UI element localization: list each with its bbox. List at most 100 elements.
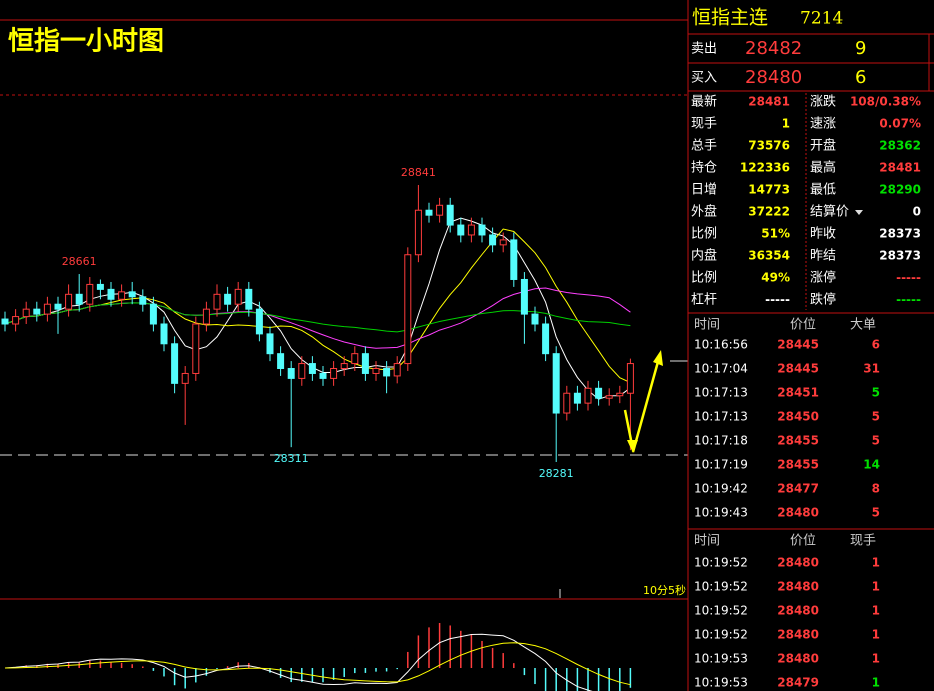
quote-panel: 卖出 28482 9 买入 28480 6 最新 28481 涨跌 108/0.38% 现手 1 速涨 0… [691,38,921,690]
candle-body [563,392,571,414]
stat-label: 杠杆 [691,292,717,308]
trade-price: 28480 [777,506,819,520]
candle-body [478,224,486,236]
candle-body [616,392,624,397]
candle-body [118,291,126,300]
candle-body [436,204,444,216]
candle-body [319,372,327,379]
stat-label: 昨收 [810,227,836,242]
stat-label: 最新 [691,94,717,110]
dropdown-icon[interactable] [855,210,863,215]
candle-body [531,313,539,325]
candle-body [393,363,401,377]
trade-price: 28480 [777,652,819,666]
column-header: 时间 [694,318,720,333]
candle-body [192,323,200,374]
stat-label: 比例 [691,227,717,242]
candle-body [605,395,613,399]
stat-value: 0 [913,205,921,219]
order-label: 买入 [691,71,717,86]
candle-body [510,239,518,280]
stat-value: 28373 [879,249,921,263]
macd-line [4,642,631,686]
candle-body [139,296,147,305]
trade-volume: 5 [872,434,880,448]
stat-label: 总手 [691,139,717,154]
candle-body [584,387,592,404]
candle-body [75,293,83,305]
trade-time: 10:17:13 [694,386,748,400]
trade-time: 10:19:52 [694,628,748,642]
stat-value: 0.07% [879,117,921,131]
candle-body [340,363,348,370]
column-header: 时间 [694,534,720,549]
trade-time: 10:16:56 [694,338,748,352]
candle-body [1,318,9,325]
stat-value: 73576 [748,139,790,153]
symbol-code: 7214 [800,9,843,29]
candle-body [277,353,285,370]
candle-body [361,353,369,374]
trade-price: 28480 [777,556,819,570]
trade-volume: 5 [872,410,880,424]
stat-label: 开盘 [810,138,836,154]
stat-label: 涨停 [810,270,836,286]
trade-time: 10:17:13 [694,410,748,424]
plot [1,185,634,691]
candle-body [542,323,550,355]
stat-value: 108/0.38% [850,95,921,109]
stat-value: 49% [761,271,790,285]
column-header: 现手 [850,534,876,549]
candle-body [234,288,242,305]
trade-price: 28451 [777,386,819,400]
stat-value: 28362 [879,139,921,153]
candle-body [43,303,51,315]
low-label: 28281 [539,467,574,480]
candle-body [96,283,104,290]
candle-body [86,283,94,305]
trade-price: 28445 [777,338,819,352]
trade-price: 28455 [777,458,819,472]
trade-volume: 14 [863,458,880,472]
arrow [631,357,661,453]
candle-body [213,293,221,310]
candle-body [245,288,253,310]
stat-value: 51% [761,227,790,241]
trade-price: 28480 [777,628,819,642]
candle-body [425,209,433,216]
candle-body [626,363,634,394]
candle-body [149,303,157,325]
stat-value: 28481 [879,161,921,175]
candle-body [372,368,380,374]
candle-body [54,303,62,310]
stat-value: 28290 [879,183,921,197]
candle-body [467,224,475,236]
candle-body [383,368,391,377]
trade-time: 10:17:18 [694,434,748,448]
candle-body [351,353,359,365]
stat-value: 37222 [748,205,790,219]
stat-value: ----- [765,293,790,307]
column-header: 大单 [850,318,876,333]
candle-body [308,363,316,374]
trade-time: 10:19:42 [694,482,748,496]
stat-label: 最高 [810,160,836,176]
stat-label: 日增 [691,183,717,198]
order-volume: 6 [855,67,866,88]
trade-volume: 5 [872,506,880,520]
stat-value: ----- [896,271,921,285]
stat-label: 最低 [810,183,836,198]
candle-body [128,291,136,298]
trade-volume: 1 [872,676,880,690]
trade-volume: 31 [863,362,880,376]
trade-time: 10:19:52 [694,556,748,570]
candle-body [552,353,560,414]
macd-line [4,633,593,691]
candle-body [414,209,422,256]
candle-body [457,224,465,236]
candle-body [224,293,232,305]
candle-body [255,308,263,335]
candle-body [499,239,507,246]
arrowhead [653,350,663,366]
trade-volume: 1 [872,652,880,666]
